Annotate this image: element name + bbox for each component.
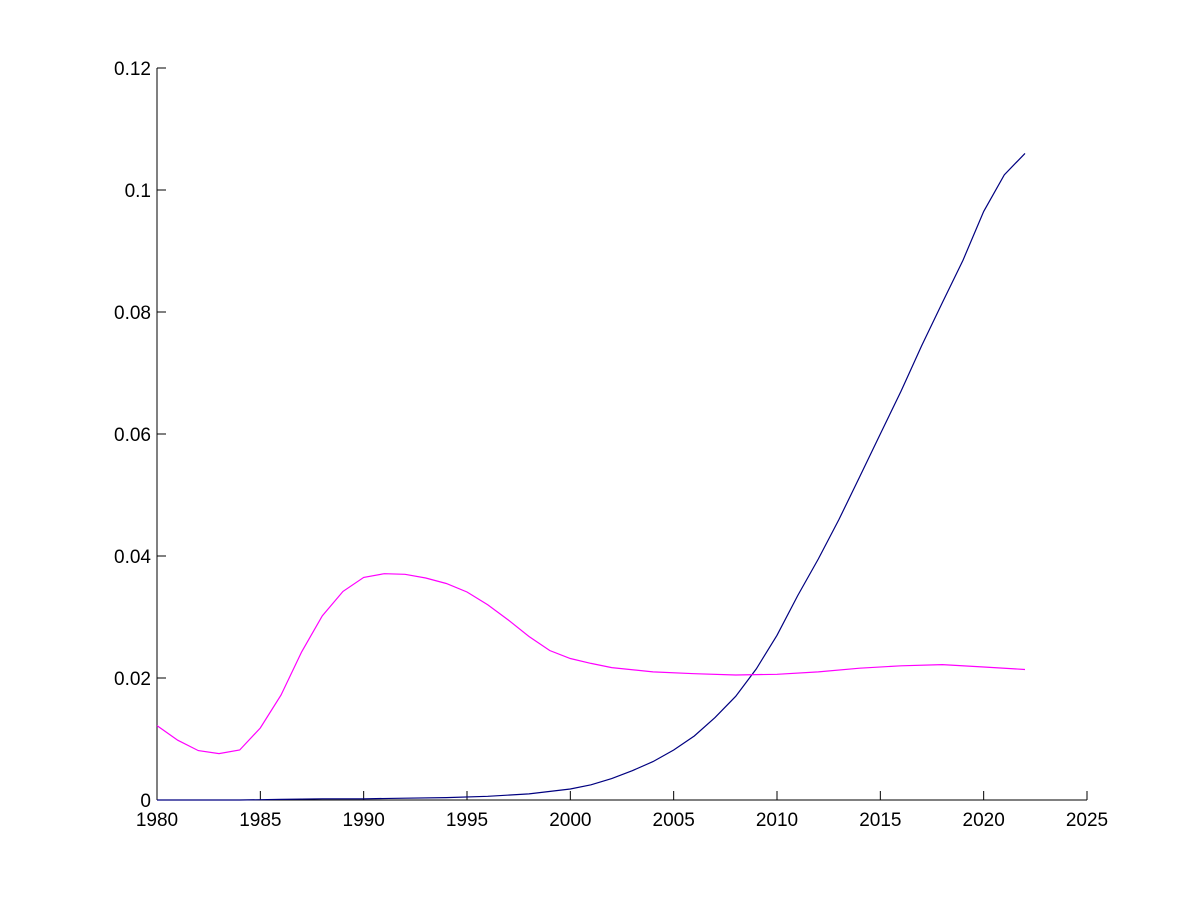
x-tick-label: 2005 — [653, 810, 695, 831]
y-tick-label: 0.06 — [114, 425, 151, 446]
x-tick-label: 1995 — [446, 810, 488, 831]
y-tick-label: 0 — [140, 791, 151, 812]
x-tick-label: 1980 — [136, 810, 178, 831]
x-tick-label: 2000 — [549, 810, 591, 831]
x-tick-label: 2025 — [1066, 810, 1108, 831]
plot-area: 1980 1985 1990 1995 2000 2005 2010 2015 2020 2025… — [114, 59, 1108, 831]
series-line-2 — [156, 573, 1026, 755]
x-tick-label: 1990 — [343, 810, 385, 831]
x-tick-label: 1985 — [239, 810, 281, 831]
y-tick-label: 0.02 — [114, 669, 151, 690]
x-tick-label: 2020 — [963, 810, 1005, 831]
y-tick-label: 0.12 — [114, 59, 151, 80]
y-tick-label: 0.04 — [114, 547, 151, 568]
y-tick-label: 0.08 — [114, 303, 151, 324]
series-line-1 — [157, 152, 1026, 801]
y-tick-label: 0.1 — [125, 181, 151, 202]
x-tick-label: 2010 — [756, 810, 798, 831]
x-tick-label: 2015 — [859, 810, 901, 831]
